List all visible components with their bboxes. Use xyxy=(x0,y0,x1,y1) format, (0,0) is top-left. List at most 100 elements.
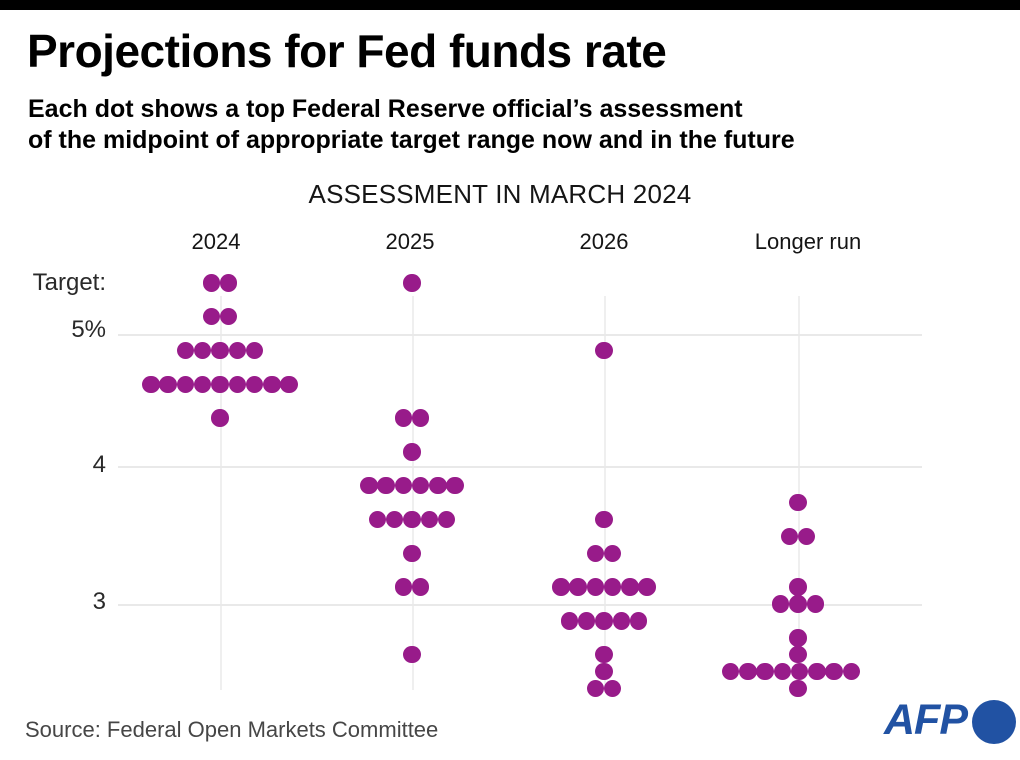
projection-dot xyxy=(586,679,605,698)
projection-dot xyxy=(193,375,212,394)
y-gridline xyxy=(118,466,922,468)
projection-dot xyxy=(621,578,639,596)
projection-dot xyxy=(411,409,430,427)
projection-dot xyxy=(411,476,430,495)
afp-logo-circle-icon xyxy=(972,699,1016,744)
projection-dot xyxy=(551,578,570,596)
projection-dot xyxy=(586,544,605,563)
y-gridline xyxy=(118,334,922,336)
projection-dot xyxy=(228,341,247,360)
projection-dot xyxy=(842,662,861,681)
projection-dot xyxy=(377,476,395,495)
column-label-2025: 2025 xyxy=(385,229,435,254)
projection-dot xyxy=(176,341,195,360)
projection-dot xyxy=(211,409,229,427)
projection-dot xyxy=(202,307,221,326)
projection-dot xyxy=(142,375,160,394)
projection-dot xyxy=(595,510,613,529)
projection-dot xyxy=(603,679,622,698)
projection-dot xyxy=(825,662,844,681)
projection-dot xyxy=(211,375,229,394)
projection-dot xyxy=(586,578,605,596)
column-gridline xyxy=(412,296,414,690)
column-label-2024: 2024 xyxy=(191,229,241,254)
projection-dot xyxy=(595,612,613,630)
projection-dot xyxy=(603,578,622,596)
projection-dot xyxy=(808,662,826,681)
projection-dot xyxy=(228,375,247,394)
projection-dot xyxy=(202,274,221,292)
projection-dot xyxy=(429,476,447,495)
projection-dot xyxy=(595,662,613,681)
projection-dot xyxy=(773,662,792,681)
projection-dot xyxy=(789,595,807,613)
projection-dot xyxy=(219,307,238,326)
afp-logo-text: AFP xyxy=(884,696,968,744)
subtitle: Each dot shows a top Federal Reserve off… xyxy=(28,94,795,156)
projection-dot xyxy=(790,662,809,681)
subtitle-line-2: of the midpoint of appropriate target ra… xyxy=(28,126,795,154)
projection-dot xyxy=(219,274,238,292)
column-gridline xyxy=(604,296,606,690)
projection-dot xyxy=(159,375,177,394)
projection-dot xyxy=(403,645,421,664)
projection-dot xyxy=(245,341,264,360)
projection-dot xyxy=(176,375,195,394)
projection-dot xyxy=(789,629,807,647)
y-gridline xyxy=(118,604,922,606)
source-note: Source: Federal Open Markets Committee xyxy=(25,717,439,742)
projection-dot xyxy=(638,578,657,596)
projection-dot xyxy=(394,578,413,596)
projection-dot xyxy=(612,612,631,630)
y-axis-label: 4 xyxy=(92,451,106,478)
projection-dot xyxy=(411,578,430,596)
page-title: Projections for Fed funds rate xyxy=(27,25,667,77)
projection-dot xyxy=(193,341,212,360)
projection-dot xyxy=(789,645,807,664)
y-axis-label: 3 xyxy=(92,588,106,615)
projection-dot xyxy=(806,595,825,613)
projection-dot xyxy=(403,274,421,292)
projection-dot xyxy=(577,612,596,630)
projection-dot xyxy=(437,510,456,529)
column-gridline xyxy=(220,296,222,690)
projection-dot xyxy=(629,612,648,630)
afp-logo: AFP xyxy=(884,696,1016,744)
projection-dot xyxy=(595,341,613,360)
projection-dot xyxy=(603,544,622,563)
projection-dot xyxy=(780,527,799,546)
column-label-longer-run: Longer run xyxy=(754,229,862,254)
projection-dot xyxy=(403,544,421,563)
y-axis-label: 5% xyxy=(71,316,106,343)
column-gridline xyxy=(798,296,800,690)
projection-dot xyxy=(368,510,387,529)
y-axis-label: Target: xyxy=(32,269,106,296)
projection-dot xyxy=(385,510,404,529)
projection-dot xyxy=(245,375,264,394)
projection-dot xyxy=(789,679,807,698)
subtitle-line-1: Each dot shows a top Federal Reserve off… xyxy=(28,95,743,123)
projection-dot xyxy=(560,612,579,630)
projection-dot xyxy=(569,578,587,596)
projection-dot xyxy=(280,375,298,394)
projection-dot xyxy=(359,476,378,495)
projection-dot xyxy=(756,662,774,681)
projection-dot xyxy=(446,476,465,495)
projection-dot xyxy=(738,662,757,681)
projection-dot xyxy=(789,578,807,596)
column-label-2026: 2026 xyxy=(579,229,629,254)
projection-dot xyxy=(595,645,613,664)
chart-title: ASSESSMENT IN MARCH 2024 xyxy=(308,179,692,209)
projection-dot xyxy=(211,341,229,360)
projection-dot xyxy=(420,510,439,529)
projection-dot xyxy=(394,476,413,495)
projection-dot xyxy=(789,493,807,512)
top-accent-bar xyxy=(0,0,1020,10)
projection-dot xyxy=(721,662,740,681)
projection-dot xyxy=(797,527,816,546)
projection-dot xyxy=(263,375,281,394)
projection-dot xyxy=(771,595,790,613)
projection-dot xyxy=(403,443,421,461)
